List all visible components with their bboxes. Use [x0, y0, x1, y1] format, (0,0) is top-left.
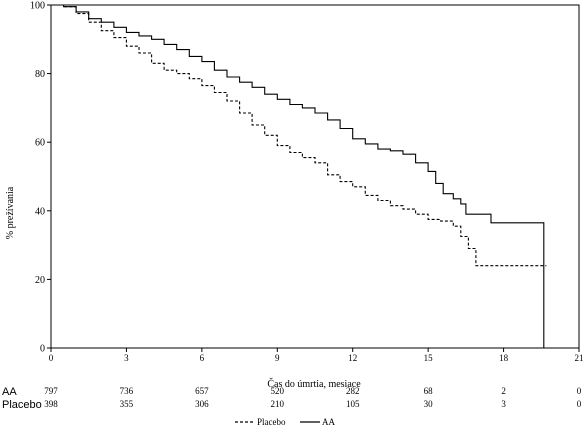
at-risk-value: 68 — [424, 386, 434, 396]
y-tick-label: 0 — [40, 344, 45, 355]
series-line-placebo — [51, 4, 547, 267]
at-risk-value: 105 — [346, 399, 360, 409]
x-tick-label: 18 — [499, 353, 509, 363]
at-risk-value: 797 — [44, 386, 58, 396]
x-axis: 0 3 6 9 12 15 18 21 — [49, 348, 584, 363]
at-risk-value: 210 — [271, 399, 285, 409]
x-tick-label: 12 — [348, 353, 357, 363]
y-axis-title: % prežívania — [5, 186, 16, 239]
at-risk-value: 3 — [501, 399, 506, 409]
x-tick-label: 15 — [424, 353, 434, 363]
x-axis-title: Čas do úmrtia, mesiace — [267, 378, 361, 390]
y-tick-label: 40 — [35, 206, 45, 217]
y-tick-label: 60 — [35, 138, 45, 149]
y-axis: 0 20 40 60 80 100 — [30, 1, 51, 355]
at-risk-table: AA 797 736 657 520 282 68 2 0 Placebo 398 355 306 210… — [2, 386, 582, 411]
at-risk-value: 520 — [271, 386, 285, 396]
at-risk-value: 657 — [195, 386, 209, 396]
at-risk-value: 30 — [424, 399, 434, 409]
at-risk-row-label: Placebo — [2, 399, 42, 411]
at-risk-value: 0 — [577, 399, 582, 409]
at-risk-value: 0 — [577, 386, 582, 396]
at-risk-value: 306 — [195, 399, 209, 409]
series-line-aa — [51, 4, 545, 348]
legend: Placebo AA — [235, 417, 335, 426]
at-risk-value: 2 — [501, 386, 506, 396]
at-risk-value: 398 — [44, 399, 58, 409]
x-tick-label: 3 — [124, 353, 129, 363]
legend-label-aa: AA — [322, 417, 335, 426]
y-tick-label: 20 — [35, 275, 45, 286]
x-tick-label: 0 — [49, 353, 54, 363]
x-tick-label: 21 — [575, 353, 584, 363]
plot-frame — [50, 4, 580, 349]
x-tick-label: 6 — [200, 353, 205, 363]
at-risk-row-label: AA — [2, 386, 17, 398]
y-tick-label: 100 — [30, 1, 45, 12]
at-risk-value: 282 — [346, 386, 360, 396]
at-risk-value: 736 — [120, 386, 134, 396]
legend-label-placebo: Placebo — [257, 417, 286, 426]
at-risk-value: 355 — [120, 399, 134, 409]
y-tick-label: 80 — [35, 69, 45, 80]
series-layer — [51, 4, 547, 348]
x-tick-label: 9 — [275, 353, 280, 363]
